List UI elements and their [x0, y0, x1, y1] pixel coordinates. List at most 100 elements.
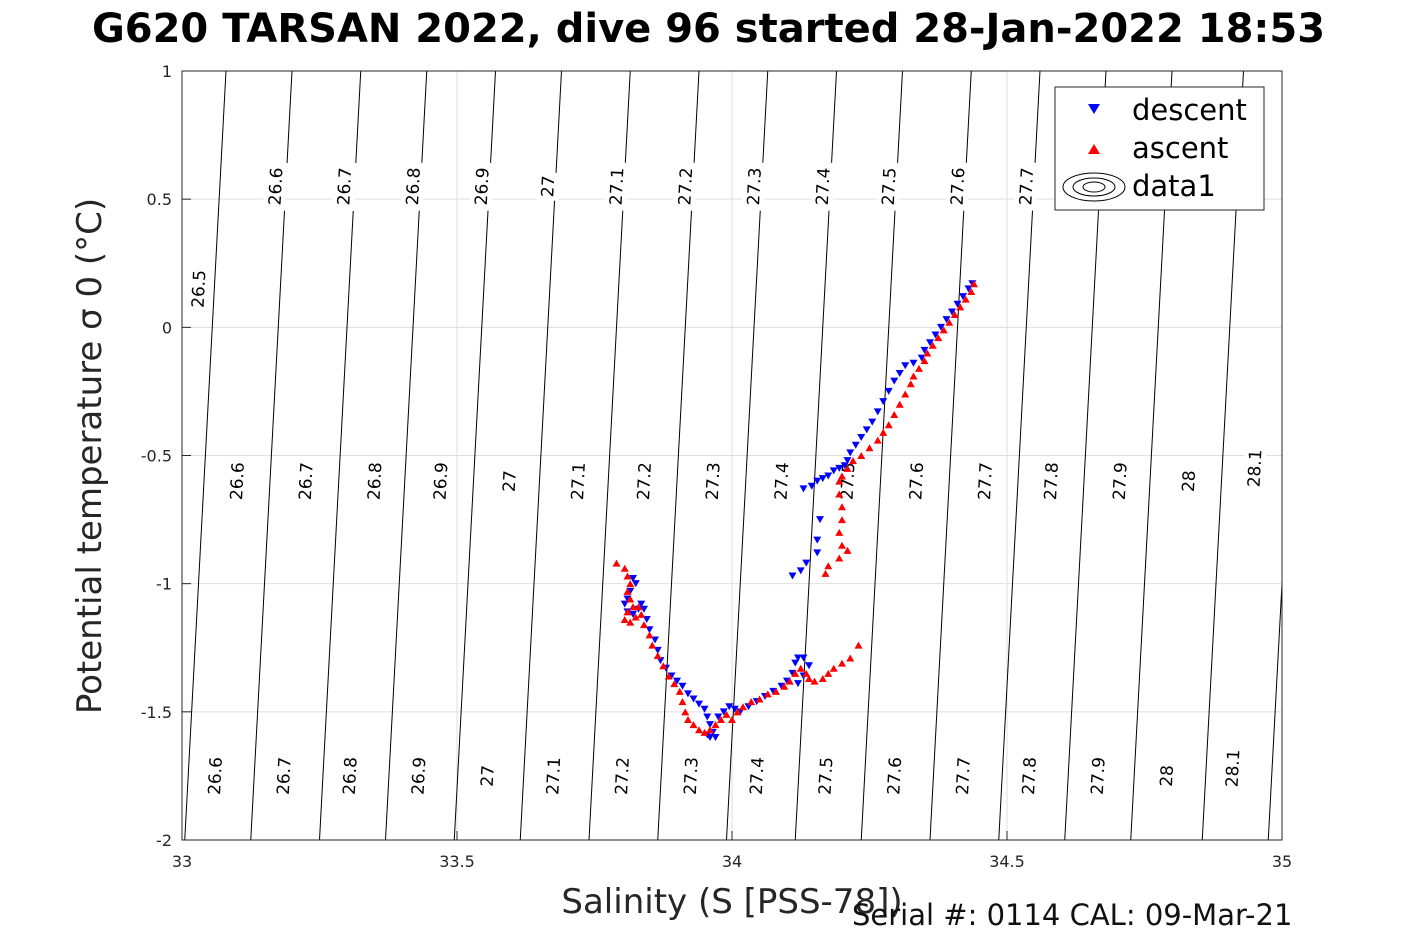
descent-point — [857, 434, 866, 442]
contour-label: 27.7 — [1016, 167, 1038, 206]
descent-point — [673, 677, 681, 685]
descent-point — [835, 464, 844, 472]
descent-point — [816, 516, 824, 524]
ascent-point — [640, 621, 648, 629]
y-tick-label: 0 — [162, 318, 172, 337]
contour-label: 26.7 — [274, 757, 296, 796]
descent-point — [909, 359, 918, 367]
contour-label: 27.2 — [634, 462, 656, 501]
descent-point — [953, 300, 962, 308]
ascent-point — [824, 669, 833, 677]
ascent-point — [670, 680, 679, 688]
ascent-point — [796, 664, 805, 672]
ascent-point — [739, 703, 747, 711]
ascent-point — [923, 349, 932, 357]
contour-label: 27.4 — [771, 462, 793, 501]
ascent-point — [805, 675, 813, 683]
legend-contour-icon — [1062, 172, 1126, 202]
descent-point — [637, 600, 646, 608]
x-tick-label: 35 — [1272, 852, 1292, 871]
contour-label-gap — [428, 456, 453, 506]
descent-point — [794, 680, 802, 688]
ascent-point — [637, 610, 646, 618]
ascent-point — [785, 677, 794, 685]
descent-point — [818, 475, 827, 483]
ascent-point — [623, 608, 632, 616]
descent-point — [629, 575, 637, 583]
contour-label: 26.6 — [265, 167, 287, 206]
y-tick-label: -1 — [156, 575, 172, 594]
ascent-point — [711, 721, 720, 729]
ascent-point — [695, 726, 703, 734]
contour-label: 27.4 — [813, 167, 835, 206]
ascent-point — [648, 641, 657, 649]
chart-title: G620 TARSAN 2022, dive 96 started 28-Jan… — [91, 6, 1326, 52]
contour-label-gap — [1242, 443, 1267, 493]
contour-label-gap — [469, 161, 495, 211]
ascent-point — [835, 554, 844, 562]
ascent-point — [901, 390, 910, 398]
contour-label: 26.9 — [472, 167, 494, 206]
descent-point — [931, 331, 940, 339]
ascent-point — [700, 728, 709, 736]
contour-labels: 26.5 26.6 26.7 26.8 26.9 27 27.1 27.2 27.3 27.4 27… — [186, 161, 1267, 801]
ascent-point — [846, 654, 855, 662]
ascent-point — [950, 311, 959, 319]
ascent-point — [681, 708, 690, 716]
descent-point — [629, 610, 637, 618]
y-axis-label: Potential temperature σ 0 (°C) — [70, 198, 110, 714]
contour-label-gap — [903, 456, 929, 506]
descent-point — [901, 362, 910, 370]
ascent-point — [956, 303, 965, 311]
ascent-point — [970, 280, 978, 288]
contour-line — [184, 71, 227, 840]
contour-label-gap — [202, 751, 228, 801]
contour-label: 27.1 — [568, 462, 590, 501]
ascent-point — [780, 682, 789, 690]
contour-label-gap — [293, 456, 319, 506]
descent-point — [937, 323, 945, 331]
contour-label-gap — [813, 751, 838, 801]
descent-point — [684, 690, 692, 698]
legend-ascent-marker — [1088, 144, 1100, 154]
contour-label: 27.4 — [747, 757, 769, 796]
descent-point — [890, 377, 899, 385]
contour-label-gap — [337, 751, 363, 801]
ascent-point — [763, 690, 772, 698]
ascent-point — [659, 662, 668, 670]
descent-point — [640, 605, 648, 613]
contour-label: 27.5 — [815, 757, 837, 796]
y-tick-label: -0.5 — [141, 447, 172, 466]
descent-point — [829, 467, 838, 475]
legend-box — [1054, 86, 1265, 211]
contour-label-gap — [475, 761, 499, 791]
ascent-point — [755, 695, 764, 703]
contour-label-gap — [1107, 456, 1133, 506]
y-tick-label: -1.5 — [141, 703, 172, 722]
descent-point — [843, 457, 852, 465]
descent-point — [689, 695, 698, 703]
contour-label-gap — [1016, 751, 1042, 801]
ascent-point — [895, 400, 904, 408]
contour-label: 26.6 — [227, 462, 249, 501]
serial-cal-footer: Serial #: 0114 CAL: 09-Mar-21 — [852, 898, 1293, 932]
contour-label: 26.7 — [296, 462, 318, 501]
contour-label-gap — [362, 456, 387, 506]
ascent-point — [802, 669, 811, 677]
ascent-point — [684, 716, 692, 724]
contour-label-gap — [536, 171, 560, 201]
contour-label-gap — [810, 161, 836, 211]
contour-label-gap — [769, 456, 794, 506]
contour-label: 27 — [500, 470, 521, 493]
contour-label: 27.2 — [612, 757, 634, 796]
ascent-point — [818, 675, 827, 683]
contour-label: 28.1 — [1222, 749, 1244, 788]
ascent-point — [843, 546, 852, 554]
contour-label-gap — [331, 161, 357, 211]
descent-point — [799, 654, 808, 662]
contour-label-gap — [631, 456, 657, 506]
contour-label: 28 — [1179, 470, 1200, 493]
contour-label-gap — [672, 161, 698, 211]
ascent-point — [653, 651, 662, 659]
contour-label: 28.1 — [1244, 449, 1266, 488]
